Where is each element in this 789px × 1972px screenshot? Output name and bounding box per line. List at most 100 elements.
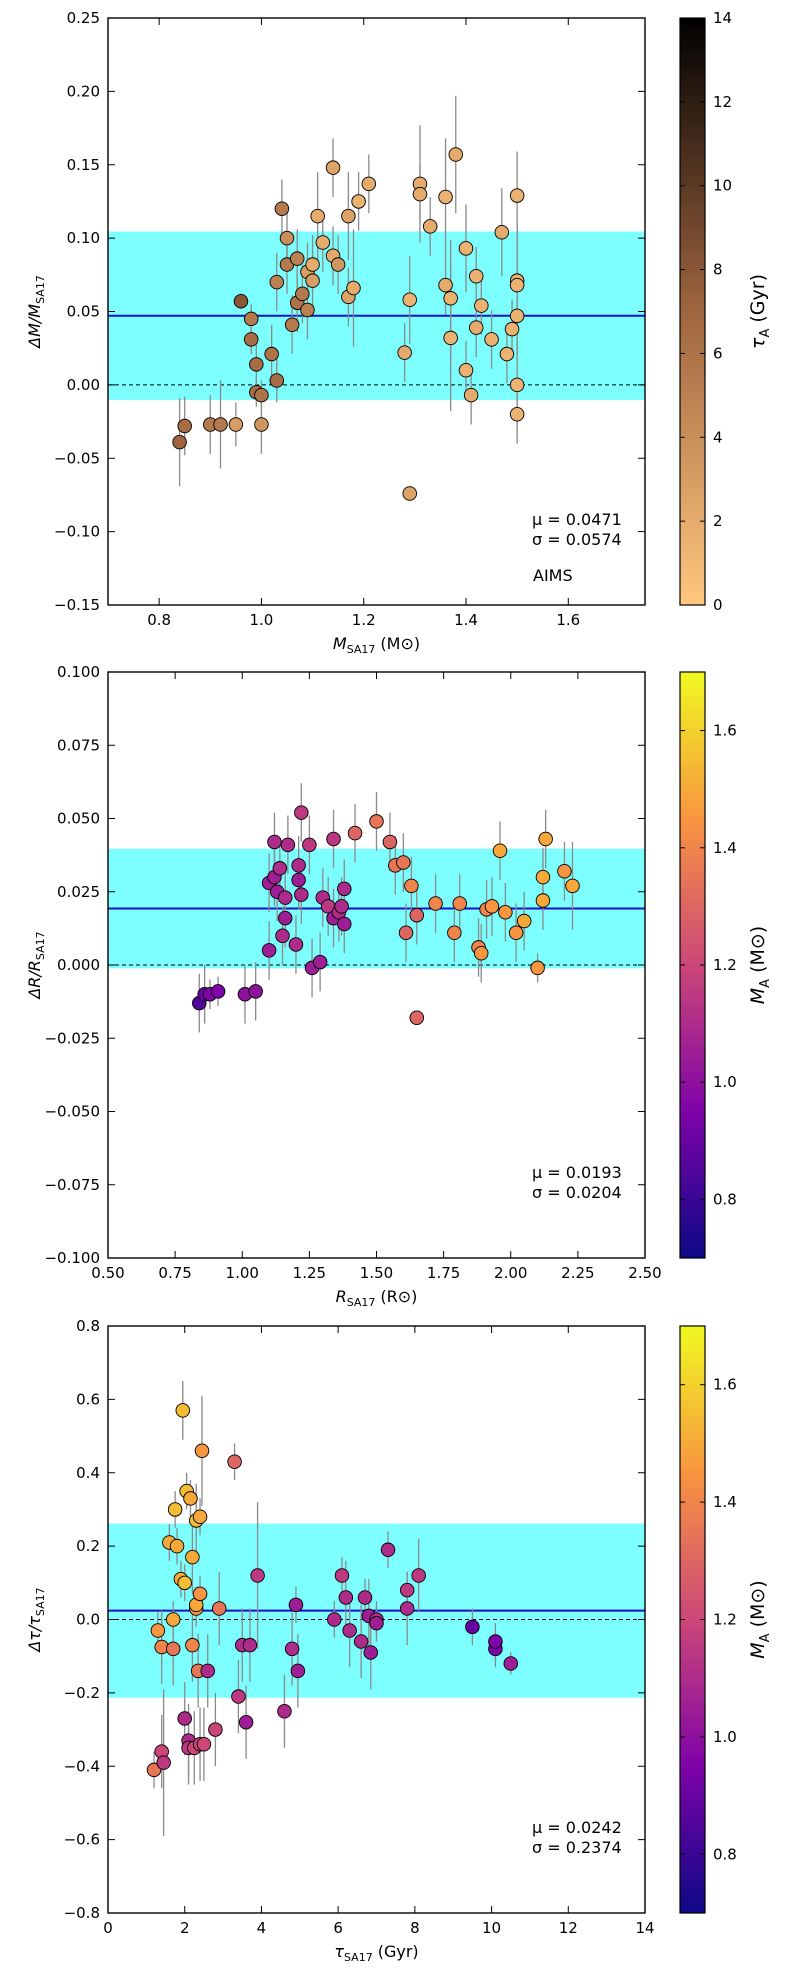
data-point — [509, 308, 525, 324]
x-axis-label: τSA17 (Gyr) — [334, 1942, 418, 1964]
data-point — [288, 1597, 304, 1613]
data-point — [473, 946, 489, 961]
x-label-unit: (Gyr) — [378, 1942, 419, 1961]
data-point — [334, 1568, 350, 1583]
y-tick-label: 0.20 — [67, 82, 100, 100]
colorbar-label-unit: (M⊙) — [747, 926, 769, 973]
data-point — [274, 201, 290, 217]
data-point — [509, 377, 525, 393]
y-axis-label: ΔR/RSA17 — [25, 931, 47, 1000]
data-point — [150, 1623, 166, 1638]
y-tick-label: 0.10 — [67, 229, 100, 247]
data-point — [291, 858, 306, 873]
x-tick-label: 1.6 — [556, 611, 580, 629]
data-point — [310, 208, 325, 224]
mean-annotation: μ = 0.0193 — [532, 1163, 622, 1182]
colorbar-tick-label: 4 — [713, 428, 723, 446]
data-point — [438, 277, 453, 293]
colorbar-tick-label: 1.6 — [713, 722, 737, 740]
data-point — [233, 293, 249, 309]
data-point — [369, 1615, 384, 1631]
data-point — [530, 960, 545, 976]
colorbar-label-unit: (Gyr) — [747, 274, 769, 323]
x-tick-label: 8 — [410, 1919, 420, 1937]
y-tick-label: −0.075 — [44, 1176, 100, 1194]
data-point — [200, 1663, 215, 1679]
model-label: AIMS — [533, 566, 573, 585]
data-point — [494, 225, 510, 240]
data-point — [498, 905, 513, 920]
y-tick-label: 0.2 — [76, 1537, 100, 1555]
data-point — [468, 269, 484, 284]
data-point — [508, 925, 524, 941]
data-point — [347, 825, 363, 841]
colorbar-tick-label: 8 — [713, 261, 723, 279]
data-point — [452, 896, 467, 911]
data-point — [312, 954, 328, 970]
x-tick-label: 0.75 — [158, 1264, 191, 1282]
y-tick-label: −0.8 — [64, 1904, 100, 1922]
data-point — [438, 189, 453, 205]
data-point — [447, 925, 462, 941]
data-point — [269, 373, 285, 388]
y-tick-label: −0.050 — [44, 1103, 100, 1121]
data-point — [294, 805, 309, 820]
data-point — [516, 913, 532, 929]
data-point — [565, 878, 580, 894]
x-tick-label: 14 — [635, 1919, 654, 1937]
x-tick-label: 1.2 — [352, 611, 376, 629]
y-tick-label: 0.000 — [57, 956, 100, 974]
y-tick-label: 0.025 — [57, 883, 100, 901]
x-tick-label: 2 — [180, 1919, 190, 1937]
y-tick-label: 0.00 — [67, 376, 100, 394]
sigma-annotation: σ = 0.0204 — [532, 1183, 622, 1202]
colorbar-tick-label: 1.4 — [713, 1493, 737, 1511]
y-tick-label: −0.025 — [44, 1029, 100, 1047]
data-point — [557, 863, 572, 879]
data-point — [290, 1663, 306, 1679]
data-point — [277, 1703, 292, 1719]
data-point — [177, 1575, 192, 1591]
x-label-var: τ — [334, 1942, 344, 1961]
colorbar-label-sub: A — [758, 1633, 773, 1642]
data-point — [327, 1612, 342, 1627]
data-point — [243, 311, 259, 327]
x-label-var: M — [333, 634, 347, 653]
y-label-sub: SA17 — [34, 931, 47, 960]
data-point — [284, 1641, 300, 1657]
data-point — [231, 1689, 246, 1704]
colorbar-label-var: M — [747, 1642, 769, 1658]
data-point — [156, 1755, 171, 1770]
x-axis-label: RSA17 (R⊙) — [336, 1287, 418, 1309]
x-label-unit: (R⊙) — [380, 1287, 417, 1306]
data-point — [277, 910, 293, 926]
data-point — [250, 1568, 265, 1583]
data-point — [538, 831, 553, 847]
data-point — [326, 831, 341, 847]
data-point — [357, 1590, 373, 1605]
data-point — [300, 302, 315, 318]
data-point — [192, 1586, 208, 1602]
data-point — [488, 1634, 503, 1649]
x-tick-label: 1.00 — [226, 1264, 259, 1282]
panel-age: 0 2 4 6 8 10 12 14 −0.8 −0.6 −0.4 −0.2 0.0 0.2 0.4 0.6 0… — [25, 1317, 773, 1964]
data-point — [185, 1637, 200, 1653]
data-point — [422, 219, 438, 234]
data-point — [458, 362, 474, 378]
data-point — [213, 417, 228, 432]
y-tick-label: −0.05 — [54, 449, 100, 467]
x-label-sub: SA17 — [347, 643, 376, 656]
data-point — [484, 332, 499, 347]
data-point — [194, 1443, 210, 1458]
data-point — [146, 1762, 162, 1778]
data-point — [277, 890, 293, 905]
data-point — [334, 899, 349, 914]
data-point — [465, 1619, 480, 1635]
data-point — [275, 928, 290, 943]
data-point — [325, 160, 341, 175]
colorbar-label: τA (Gyr) — [747, 274, 773, 349]
data-point — [165, 1612, 181, 1627]
data-point — [468, 320, 484, 335]
y-tick-label: 0.050 — [57, 810, 100, 828]
data-point — [295, 286, 310, 302]
